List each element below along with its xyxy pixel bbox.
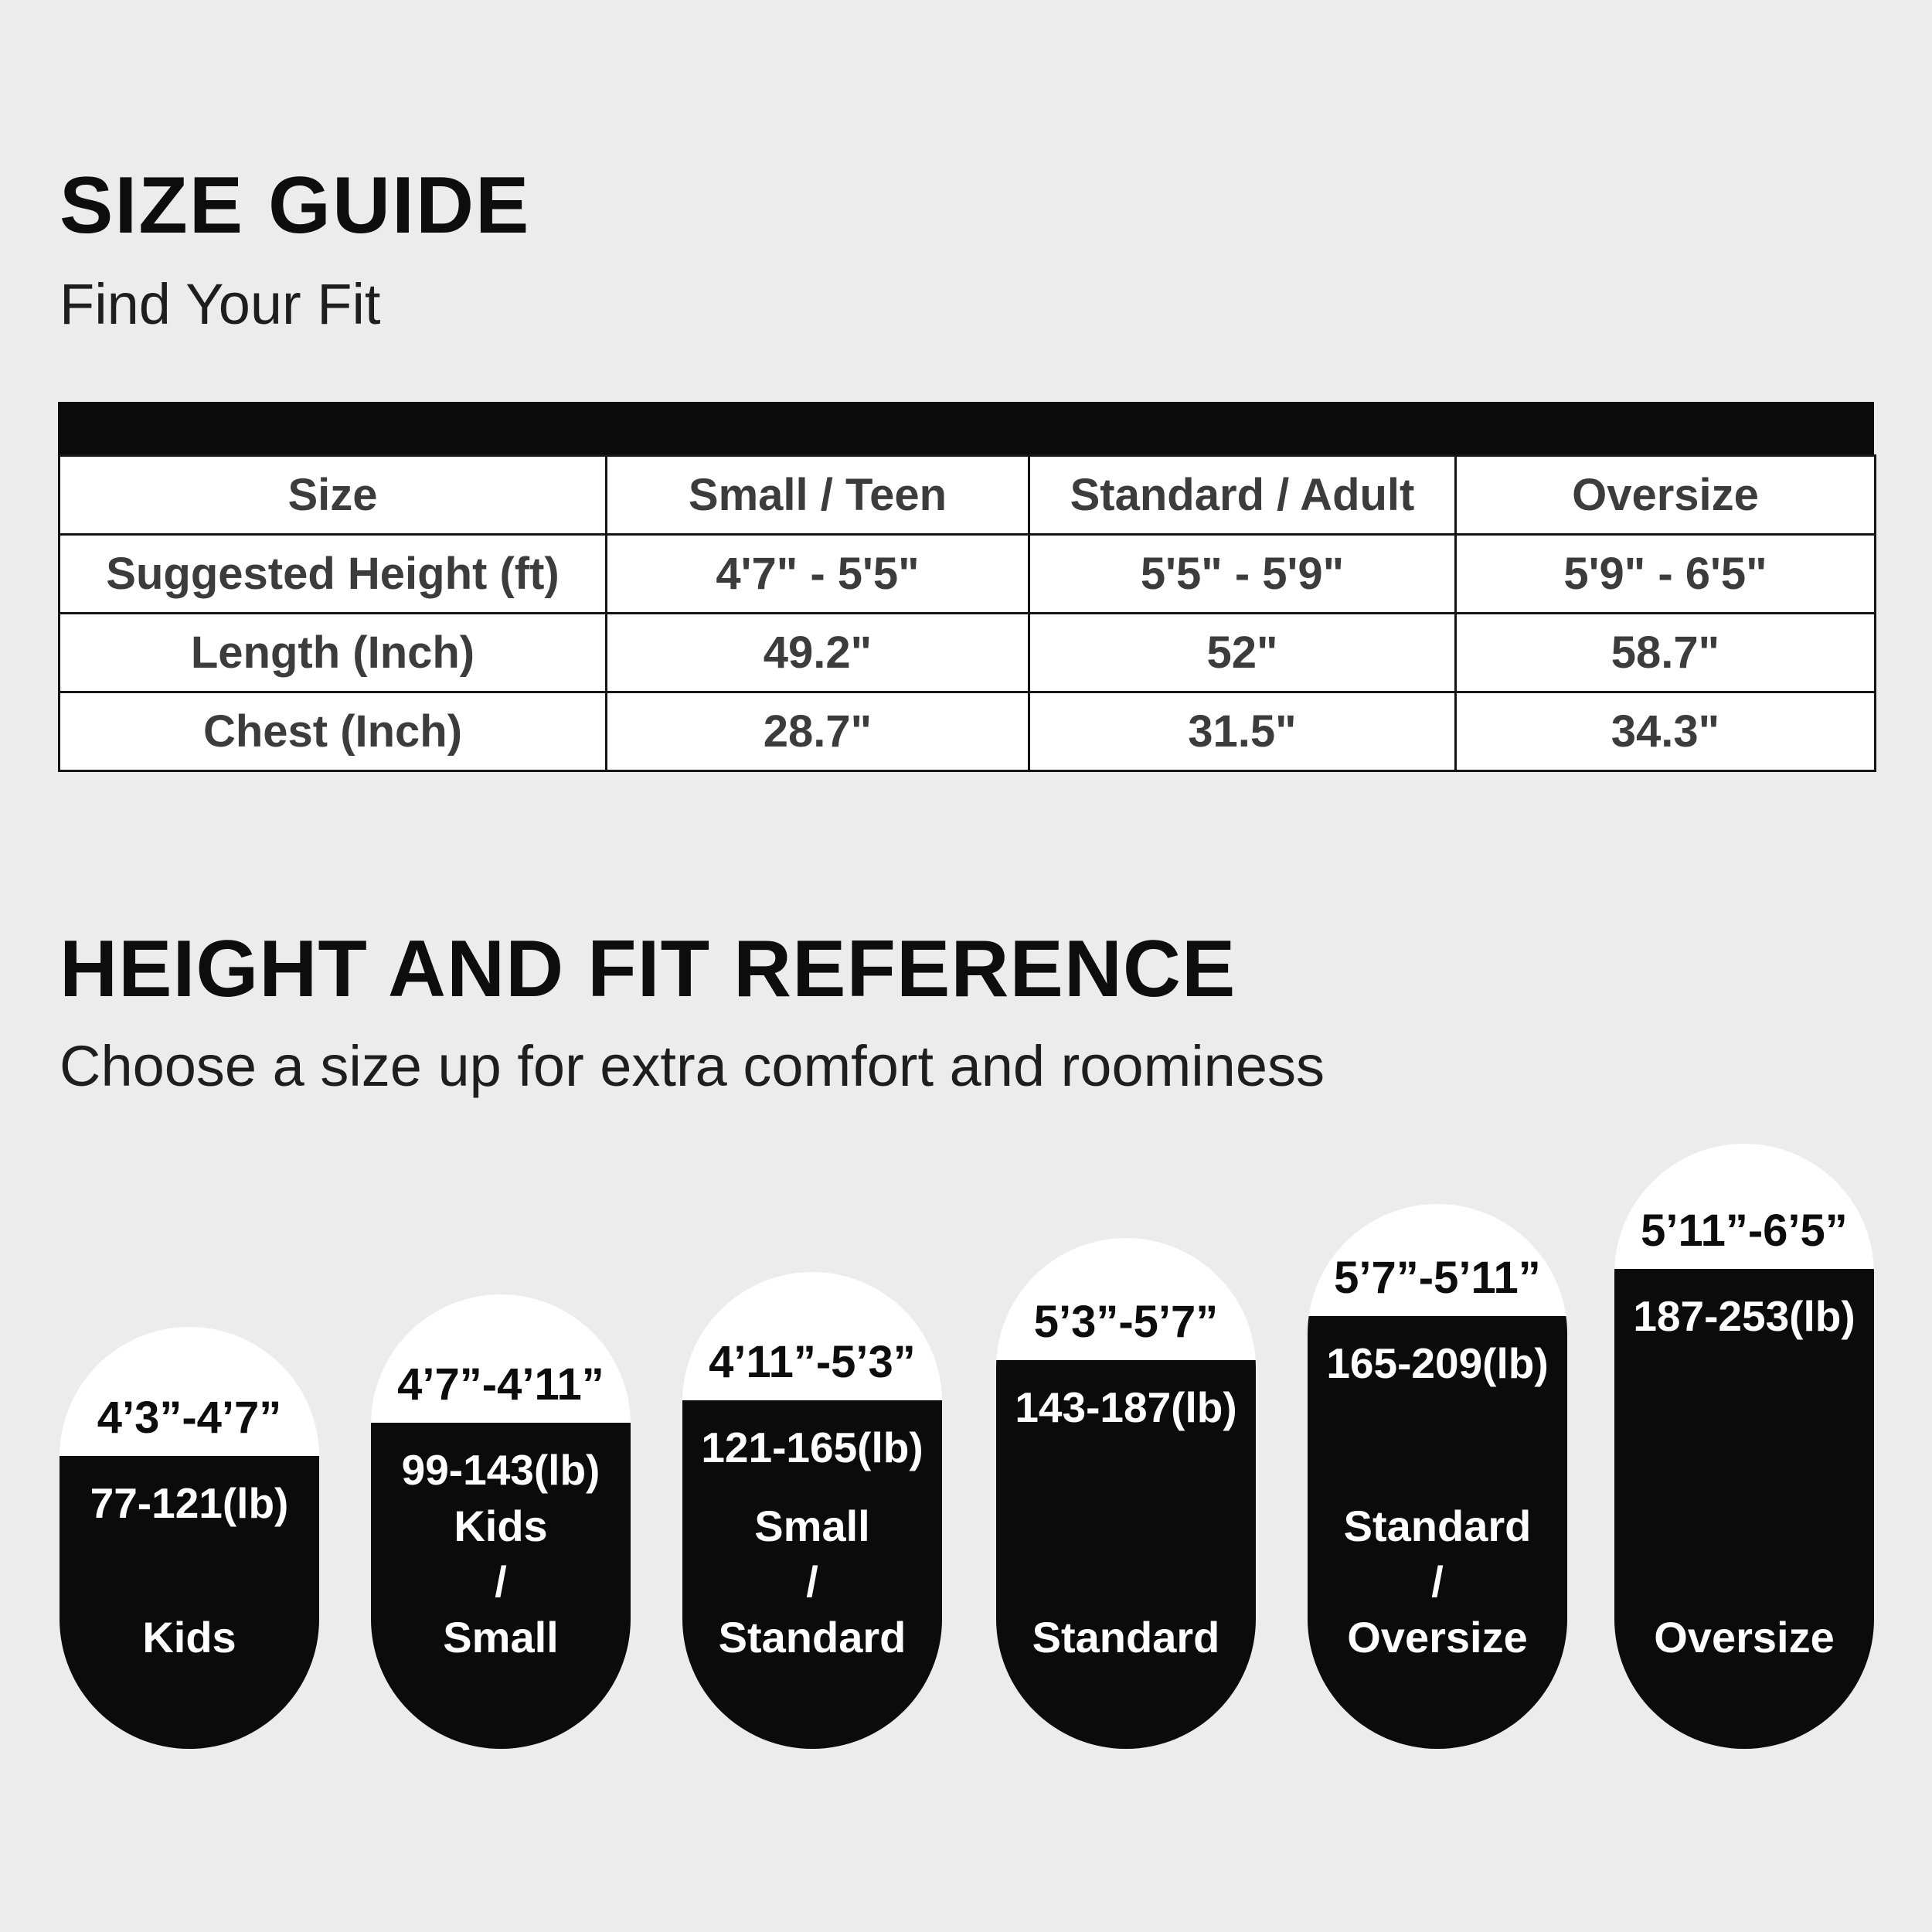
pill-size-label: Small / Standard [718,1502,906,1662]
table-cell: 31.5" [1028,691,1457,772]
fit-reference-header: HEIGHT AND FIT REFERENCE Choose a size u… [60,927,1325,1095]
pill-weight-range: 187-253(lb) [1633,1292,1855,1340]
fit-pill-standard: 5’3”-5’7” 143-187(lb) Standard [996,1238,1256,1749]
pill-dome: 4’11”-5’3” [682,1272,942,1400]
fit-pill-kids-small: 4’7”-4’11” 99-143(lb) Kids / Small [371,1294,631,1749]
table-cell: 28.7" [605,691,1030,772]
pill-body: 121-165(lb) Small / Standard [682,1400,942,1749]
row-label-length: Length (Inch) [58,612,607,693]
table-cell: 52" [1028,612,1457,693]
pill-dome: 5’11”-6’5” [1614,1144,1874,1269]
pill-dome: 5’3”-5’7” [996,1238,1256,1360]
table-row: Chest (Inch) 28.7" 31.5" 34.3" [58,691,1876,772]
size-table-grid: Size Small / Teen Standard / Adult Overs… [58,454,1876,772]
pill-size-label: Kids [142,1613,236,1662]
pill-dome: 4’3”-4’7” [60,1327,319,1456]
size-guide-subtitle: Find Your Fit [60,272,381,337]
pill-height-range: 4’3”-4’7” [97,1393,282,1443]
pill-dome: 4’7”-4’11” [371,1294,631,1423]
pill-body: 143-187(lb) Standard [996,1360,1256,1749]
pill-height-range: 4’7”-4’11” [397,1359,604,1410]
fit-reference-title: HEIGHT AND FIT REFERENCE [60,924,1236,1014]
pill-height-range: 5’7”-5’11” [1334,1253,1541,1303]
pill-size-label: Oversize [1654,1613,1835,1662]
table-header-row: Size Small / Teen Standard / Adult Overs… [58,454,1876,536]
pill-size-label: Standard [1032,1613,1220,1662]
table-cell: 5'5" - 5'9" [1028,533,1457,614]
table-cell: 58.7" [1454,612,1876,693]
column-header-oversize: Oversize [1454,454,1876,536]
row-label-suggested-height: Suggested Height (ft) [58,533,607,614]
pill-weight-range: 121-165(lb) [701,1423,923,1471]
table-cell: 4'7" - 5'5" [605,533,1030,614]
pill-size-label: Kids / Small [443,1502,559,1662]
column-header-standard-adult: Standard / Adult [1028,454,1457,536]
pill-weight-range: 143-187(lb) [1015,1383,1237,1431]
fit-pill-standard-oversize: 5’7”-5’11” 165-209(lb) Standard / Oversi… [1308,1204,1567,1749]
table-row: Suggested Height (ft) 4'7" - 5'5" 5'5" -… [58,533,1876,614]
table-cell: 5'9" - 6'5" [1454,533,1876,614]
pill-height-range: 5’3”-5’7” [1033,1297,1219,1347]
column-header-small-teen: Small / Teen [605,454,1030,536]
size-guide-header: SIZE GUIDE Find Your Fit [60,161,531,337]
row-label-chest: Chest (Inch) [58,691,607,772]
table-cell: 49.2" [605,612,1030,693]
fit-pill-oversize: 5’11”-6’5” 187-253(lb) Oversize [1614,1144,1874,1749]
pill-height-range: 5’11”-6’5” [1641,1206,1848,1256]
size-guide-title: SIZE GUIDE [60,161,531,250]
pill-size-label: Standard / Oversize [1343,1502,1532,1662]
table-row: Length (Inch) 49.2" 52" 58.7" [58,612,1876,693]
fit-pill-kids: 4’3”-4’7” 77-121(lb) Kids [60,1327,319,1749]
fit-reference-subtitle: Choose a size up for extra comfort and r… [60,1034,1325,1099]
table-top-bar [58,402,1874,454]
pill-body: 187-253(lb) Oversize [1614,1269,1874,1749]
pill-weight-range: 165-209(lb) [1326,1339,1549,1387]
pill-height-range: 4’11”-5’3” [709,1337,916,1387]
table-cell: 34.3" [1454,691,1876,772]
pill-body: 99-143(lb) Kids / Small [371,1423,631,1749]
pill-weight-range: 99-143(lb) [401,1446,600,1494]
pill-weight-range: 77-121(lb) [90,1479,289,1527]
column-header-size: Size [58,454,607,536]
pill-body: 77-121(lb) Kids [60,1456,319,1749]
pill-dome: 5’7”-5’11” [1308,1204,1567,1316]
size-table: Size Small / Teen Standard / Adult Overs… [58,402,1876,772]
fit-pill-small-standard: 4’11”-5’3” 121-165(lb) Small / Standard [682,1272,942,1749]
pill-body: 165-209(lb) Standard / Oversize [1308,1316,1567,1749]
